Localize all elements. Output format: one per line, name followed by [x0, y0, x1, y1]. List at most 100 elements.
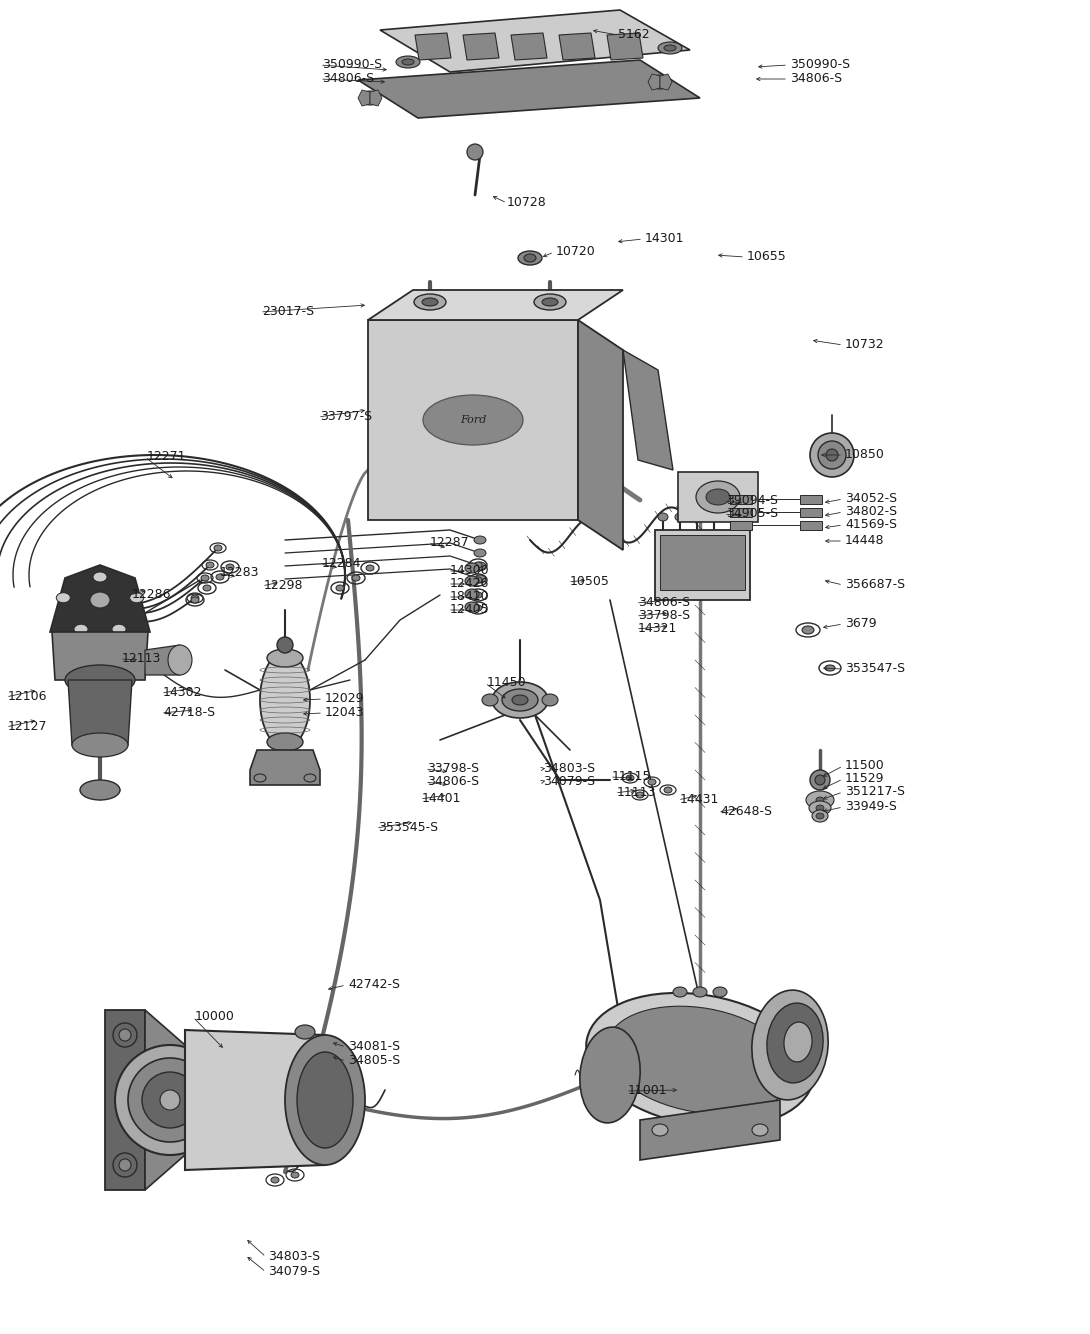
Text: 33797-S: 33797-S [320, 410, 372, 423]
Bar [730, 495, 752, 504]
Ellipse shape [806, 791, 834, 808]
Ellipse shape [352, 575, 360, 582]
Ellipse shape [214, 546, 222, 551]
Ellipse shape [658, 514, 668, 522]
Text: 42718-S: 42718-S [164, 706, 215, 719]
Ellipse shape [606, 1006, 794, 1114]
Ellipse shape [482, 694, 498, 706]
Polygon shape [52, 632, 148, 680]
Bar [368, 320, 578, 520]
Polygon shape [623, 350, 673, 470]
Text: 34079-S: 34079-S [268, 1265, 320, 1278]
Text: 34805-S: 34805-S [348, 1054, 400, 1067]
Text: 14301: 14301 [645, 232, 685, 245]
Ellipse shape [474, 578, 482, 583]
Polygon shape [358, 60, 700, 117]
Ellipse shape [474, 575, 486, 583]
Text: 3679: 3679 [845, 618, 876, 630]
Ellipse shape [267, 732, 303, 751]
Polygon shape [68, 680, 132, 744]
Ellipse shape [465, 590, 479, 599]
Polygon shape [380, 9, 690, 72]
Ellipse shape [726, 514, 736, 522]
Text: 12426: 12426 [450, 578, 489, 590]
Text: 33798-S: 33798-S [427, 762, 480, 775]
Ellipse shape [130, 592, 144, 603]
Ellipse shape [474, 536, 486, 544]
Ellipse shape [57, 592, 70, 603]
Ellipse shape [810, 434, 853, 478]
Ellipse shape [423, 395, 523, 446]
Text: 18410: 18410 [450, 590, 489, 603]
Ellipse shape [635, 792, 644, 798]
Ellipse shape [512, 695, 528, 704]
Ellipse shape [784, 1022, 812, 1062]
Text: 34806-S: 34806-S [638, 596, 690, 610]
Text: 12284: 12284 [322, 558, 362, 570]
Text: 12029: 12029 [325, 692, 364, 704]
Polygon shape [559, 33, 595, 60]
Ellipse shape [74, 624, 88, 634]
Ellipse shape [815, 775, 825, 784]
Text: 42742-S: 42742-S [348, 978, 400, 991]
Ellipse shape [664, 787, 673, 792]
Ellipse shape [675, 514, 685, 522]
Ellipse shape [580, 1027, 640, 1123]
Ellipse shape [142, 1073, 198, 1129]
Bar [730, 508, 752, 518]
Text: 23017-S: 23017-S [262, 305, 314, 317]
Bar [800, 508, 822, 518]
Ellipse shape [465, 576, 479, 586]
Ellipse shape [112, 624, 126, 634]
Ellipse shape [465, 563, 479, 574]
Ellipse shape [492, 682, 548, 718]
Polygon shape [661, 73, 673, 89]
Polygon shape [607, 33, 643, 60]
Text: 10720: 10720 [556, 245, 596, 257]
Text: 34905-S: 34905-S [726, 507, 778, 520]
Text: 34802-S: 34802-S [845, 506, 897, 518]
Ellipse shape [650, 75, 670, 89]
Text: 11450: 11450 [487, 676, 526, 688]
Ellipse shape [467, 144, 483, 160]
Text: 11529: 11529 [845, 772, 884, 784]
Text: 10850: 10850 [845, 448, 885, 462]
Text: 14302: 14302 [164, 686, 203, 699]
Bar [730, 522, 752, 530]
Polygon shape [145, 646, 180, 675]
Ellipse shape [752, 1125, 768, 1137]
Text: 10728: 10728 [507, 196, 547, 209]
Text: 356687-S: 356687-S [845, 578, 905, 591]
Ellipse shape [93, 572, 107, 582]
Ellipse shape [474, 592, 482, 598]
Ellipse shape [826, 450, 838, 462]
Ellipse shape [414, 293, 446, 309]
Text: 350990-S: 350990-S [790, 57, 850, 71]
Text: 33798-S: 33798-S [638, 610, 690, 622]
Ellipse shape [474, 550, 486, 558]
Ellipse shape [658, 41, 682, 53]
Polygon shape [185, 1030, 325, 1170]
Ellipse shape [65, 666, 135, 695]
Text: 14321: 14321 [638, 622, 677, 635]
Text: 42648-S: 42648-S [720, 804, 772, 818]
Ellipse shape [818, 442, 846, 470]
Text: 14401: 14401 [422, 792, 461, 804]
Ellipse shape [542, 297, 558, 305]
Ellipse shape [336, 586, 344, 591]
Ellipse shape [474, 562, 486, 570]
Bar [661, 535, 744, 590]
Ellipse shape [72, 732, 128, 756]
Ellipse shape [160, 1090, 180, 1110]
Ellipse shape [284, 1035, 365, 1165]
Ellipse shape [216, 574, 225, 580]
Ellipse shape [524, 253, 536, 261]
Ellipse shape [542, 694, 558, 706]
Ellipse shape [816, 804, 824, 811]
Text: 14431: 14431 [680, 792, 719, 806]
Text: 11500: 11500 [845, 759, 885, 772]
Ellipse shape [647, 779, 656, 784]
Text: 34081-S: 34081-S [348, 1041, 400, 1053]
Ellipse shape [655, 77, 665, 85]
Ellipse shape [422, 297, 438, 305]
